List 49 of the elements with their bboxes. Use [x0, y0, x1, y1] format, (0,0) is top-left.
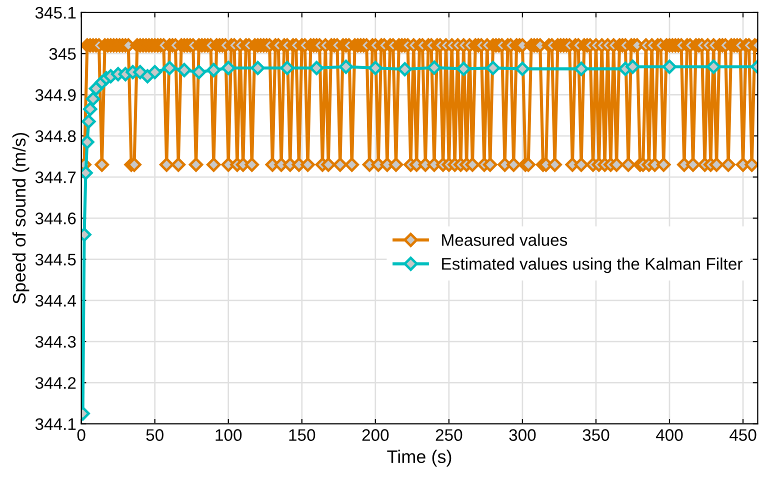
point	[574, 62, 588, 76]
y-tick-label: 344.2	[35, 377, 76, 389]
point	[626, 60, 640, 74]
y-tick-label: 344.1	[35, 418, 76, 430]
point	[398, 62, 412, 76]
x-tick-label: 0	[77, 429, 86, 441]
point	[86, 92, 100, 106]
point	[368, 60, 383, 76]
point	[706, 60, 721, 74]
point	[662, 60, 677, 74]
point	[83, 102, 98, 116]
x-tick-label: 250	[436, 429, 462, 441]
point	[221, 60, 236, 76]
y-tick-label: 344.4	[35, 294, 76, 307]
y-axis-title: Speed of sound (m/s)	[12, 132, 30, 304]
point	[81, 134, 94, 150]
y-tick-label: 345.1	[35, 6, 76, 19]
legend-label: Estimated values using the Kalman Filter	[442, 258, 742, 274]
x-tick-label: 450	[729, 429, 756, 441]
point	[148, 64, 162, 80]
x-tick-label: 350	[582, 429, 610, 441]
y-tick-label: 345	[49, 48, 76, 60]
x-axis-title: Time (s)	[387, 450, 452, 467]
point	[309, 60, 324, 76]
point	[280, 60, 294, 76]
point	[456, 62, 471, 76]
y-tick-label: 344.3	[35, 336, 76, 348]
point	[515, 62, 530, 76]
x-tick-label: 100	[216, 429, 242, 441]
point	[486, 60, 500, 76]
x-tick-label: 200	[362, 429, 389, 441]
y-tick-label: 344.7	[35, 171, 76, 184]
y-tick-label: 344.9	[35, 89, 76, 101]
y-tick-label: 344.8	[35, 130, 76, 142]
point	[427, 60, 442, 75]
y-tick-label: 344.5	[35, 254, 76, 266]
point	[82, 114, 96, 129]
point	[192, 64, 206, 80]
point	[250, 60, 265, 76]
point	[338, 60, 354, 74]
point	[206, 62, 221, 78]
point	[162, 60, 177, 76]
x-tick-label: 150	[289, 429, 316, 441]
y-tick-label: 344.6	[35, 212, 76, 224]
legend-label: Measured values	[442, 234, 568, 246]
x-tick-label: 300	[509, 429, 536, 441]
x-tick-label: 50	[146, 429, 164, 441]
point	[177, 62, 192, 78]
x-tick-label: 400	[656, 429, 683, 441]
